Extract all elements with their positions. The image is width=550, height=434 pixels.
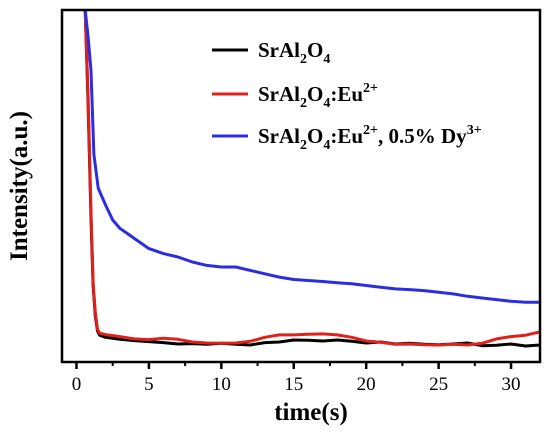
x-tick-label-15: 15 (284, 374, 303, 395)
legend-label-1: SrAl2O4 (258, 38, 330, 67)
x-tick-label-30: 30 (502, 374, 521, 395)
y-axis-label: Intensity(a.u.) (6, 111, 33, 261)
legend-label-3: SrAl2O4:Eu2+, 0.5% Dy3+ (258, 123, 482, 153)
series-line-3 (83, 10, 540, 304)
x-axis-label: time(s) (274, 399, 348, 426)
x-tick-label-20: 20 (357, 374, 376, 395)
x-tick-label-0: 0 (72, 374, 82, 395)
legend: SrAl2O4 SrAl2O4:Eu2+ SrAl2O4:Eu2+, 0.5% Dy… (212, 38, 482, 153)
axes-group: 0 5 10 15 20 25 30 time(s) Intensity(a.u.) (6, 8, 542, 426)
legend-label-2: SrAl2O4:Eu2+ (258, 81, 378, 111)
x-tick-label-5: 5 (144, 374, 154, 395)
series-line-2 (83, 10, 540, 347)
series-group (83, 10, 540, 348)
x-tick-label-25: 25 (429, 374, 448, 395)
plot-frame (60, 8, 542, 364)
x-tick-label-10: 10 (212, 374, 231, 395)
